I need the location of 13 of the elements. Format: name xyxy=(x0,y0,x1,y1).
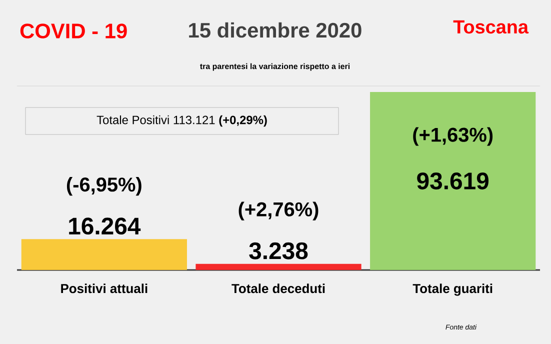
data-label: 16.264 xyxy=(69,218,141,235)
text: Toscana xyxy=(453,20,529,34)
x-tick-label: Totale deceduti xyxy=(232,284,325,294)
x-tick-label: Positivi attuali xyxy=(61,284,148,294)
annotation: (+2,76%) xyxy=(238,202,318,220)
annotation: Totale Positivi 113.121 (+0,29%) xyxy=(96,115,267,127)
annotation: (+1,63%) xyxy=(413,127,493,146)
annotation: (-6,95%) xyxy=(66,176,142,196)
chart-title: 15 dicembre 2020 xyxy=(189,22,362,38)
data-label: 93.619 xyxy=(417,172,489,190)
text: COVID - 19 xyxy=(20,24,127,38)
data-label: 3.238 xyxy=(249,242,308,260)
x-tick-label: Totale guariti xyxy=(412,284,492,296)
